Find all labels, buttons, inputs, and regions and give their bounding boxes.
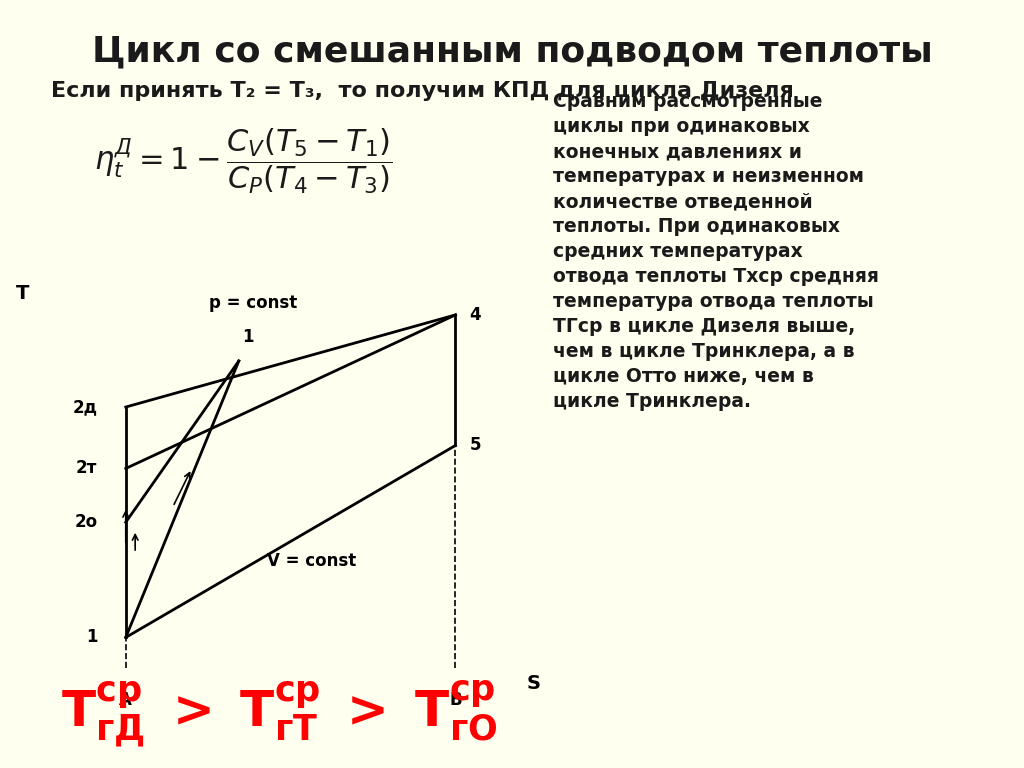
- Text: T: T: [15, 284, 29, 303]
- Text: Цикл со смешанным подводом теплоты: Цикл со смешанным подводом теплоты: [91, 35, 933, 68]
- Text: 2т: 2т: [76, 459, 97, 478]
- Text: B: B: [450, 691, 462, 709]
- Text: S: S: [526, 674, 540, 693]
- Text: p = const: p = const: [209, 294, 297, 312]
- Text: Если принять Т₂ = Т₃,  то получим КПД для цикла Дизеля: Если принять Т₂ = Т₃, то получим КПД для…: [51, 81, 794, 101]
- Text: 2о: 2о: [75, 513, 97, 531]
- Text: $\eta_t^{Д} = 1 - \dfrac{C_V(T_5 - T_1)}{C_P(T_4 - T_3)}$: $\eta_t^{Д} = 1 - \dfrac{C_V(T_5 - T_1)}…: [94, 127, 392, 196]
- Text: V = const: V = const: [267, 551, 356, 570]
- Text: 4: 4: [470, 306, 481, 324]
- Text: $\mathbf{T}_{\mathbf{гД}}^{\mathbf{ср}}$ $\mathbf{>}$ $\mathbf{T}_{\mathbf{гТ}}^: $\mathbf{T}_{\mathbf{гД}}^{\mathbf{ср}}$…: [61, 680, 498, 750]
- Text: 1: 1: [243, 328, 254, 346]
- Text: 2д: 2д: [73, 398, 97, 416]
- Text: A: A: [120, 691, 132, 709]
- Text: 5: 5: [470, 436, 481, 455]
- Text: Сравним рассмотренные
циклы при одинаковых
конечных давлениях и
температурах и н: Сравним рассмотренные циклы при одинаков…: [553, 92, 879, 411]
- Text: 1: 1: [86, 628, 97, 647]
